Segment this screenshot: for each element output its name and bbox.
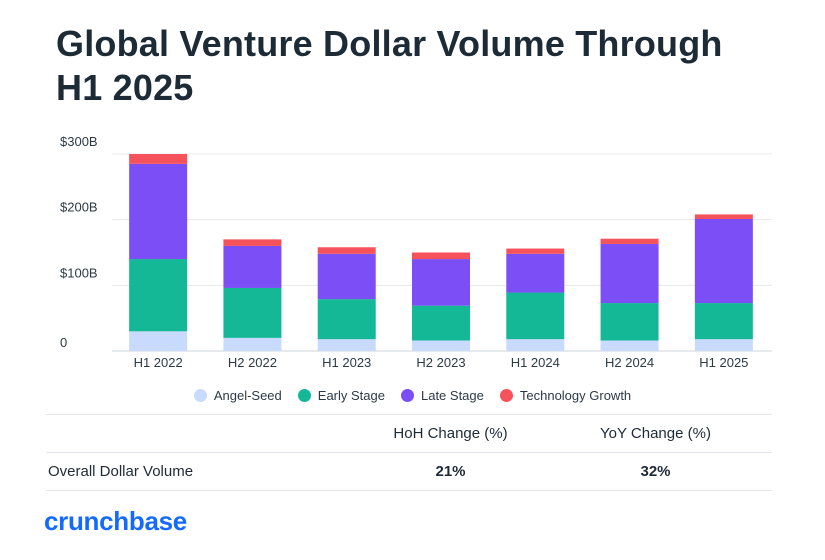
crunchbase-logo: crunchbase [44,506,187,536]
bar-segment [600,238,659,244]
legend-item: Technology Growth [499,388,632,403]
legend-swatch [499,389,513,402]
x-tick-label: H1 2022 [134,355,183,370]
hoh-header: HoH Change (%) [393,425,508,442]
bar-segment [600,243,659,304]
legend-swatch [193,389,207,402]
table-row: Overall Dollar Volume 21% 32% [46,452,772,491]
yoy-value: 32% [640,463,671,480]
legend-label: Late Stage [420,388,484,403]
x-tick-label: H1 2023 [322,355,371,370]
x-tick-label: H1 2024 [511,355,560,370]
bar-segment [317,339,376,351]
x-tick-label: H2 2022 [228,355,277,370]
bar-segment [694,219,753,304]
bar-segment [317,253,376,300]
hoh-value: 21% [435,463,466,480]
bar-segment [223,239,282,246]
bar-segment [223,245,282,288]
bar-segment [694,214,753,220]
legend-swatch [400,389,414,402]
bar-segment [506,339,565,351]
y-tick-label: $200B [60,200,98,215]
bar-segment [129,154,188,164]
bar-segment [506,292,565,340]
y-tick-label: $300B [60,134,98,149]
legend-item: Angel-Seed [193,388,282,403]
x-axis-ticks: H1 2022 H2 2022 H1 2023 H2 2023 H1 2024 H2 20… [134,355,749,370]
x-tick-label: H2 2023 [416,355,465,370]
row-label: Overall Dollar Volume [48,463,194,480]
legend-item: Late Stage [400,388,484,403]
stats-header-row: HoH Change (%) YoY Change (%) [46,414,772,452]
legend-swatch [297,389,311,402]
bar-segment [412,340,470,351]
bar-segment [317,247,376,254]
bar-segment [600,303,659,341]
bar-segment [129,259,188,332]
legend-label: Technology Growth [519,388,632,403]
bar-segment [600,340,659,351]
bar-segment [317,299,376,340]
x-tick-label: H2 2024 [605,355,654,370]
legend-label: Angel-Seed [213,388,282,403]
y-tick-label: $100B [60,265,98,280]
stats-table: HoH Change (%) YoY Change (%) Overall Do… [46,414,772,491]
yoy-header: YoY Change (%) [600,425,711,442]
bar-segment [223,287,282,338]
legend-item: Early Stage [297,388,385,403]
bar-segment [129,163,188,260]
legend-label: Early Stage [317,388,385,403]
bar-segment [412,252,470,260]
bar-segment [506,253,565,293]
bar-segment [129,331,188,351]
bar-segment [694,339,753,351]
bar-segment [223,337,282,351]
y-axis-ticks: 0 $100B $200B $300B [60,134,98,350]
chart-title: Global Venture Dollar Volume Through H1 … [56,23,723,108]
bar-segment [694,303,753,340]
x-tick-label: H1 2025 [699,355,748,370]
bar-segment [506,248,565,254]
stacked-bar-chart: 0 $100B $200B $300B H1 2022 H2 2022 H1 2023 H2… [60,134,772,370]
legend: Angel-Seed Early Stage Late Stage Technolog… [0,388,825,403]
bars [129,154,753,351]
bar-segment [412,259,470,306]
y-tick-label: 0 [60,335,67,350]
bar-segment [412,305,470,341]
